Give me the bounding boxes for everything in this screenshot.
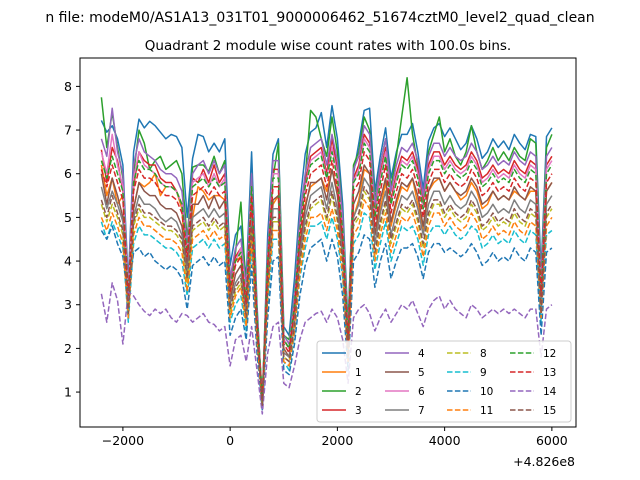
series-line-12 [100, 142, 553, 402]
x-tick-label: 4000 [429, 433, 461, 448]
y-axis: 1 2 3 4 5 6 7 8 [64, 79, 80, 400]
series-line-5 [100, 164, 553, 406]
legend-label-3: 3 [355, 405, 362, 417]
legend-label-8: 8 [480, 348, 487, 360]
series-line-9 [100, 212, 553, 411]
y-tick-label: 5 [64, 210, 72, 225]
y-tick-label: 6 [64, 166, 72, 181]
chart-title: Quadrant 2 module wise count rates with … [145, 38, 511, 54]
x-tick-label: 2000 [321, 433, 353, 448]
series-line-13 [100, 151, 553, 402]
legend-label-12: 12 [543, 348, 556, 360]
legend-frame [316, 340, 572, 423]
legend-label-6: 6 [418, 386, 425, 398]
series-line-8 [100, 190, 553, 406]
legend-label-2: 2 [355, 386, 362, 398]
plot-frame [79, 57, 577, 428]
series-line-6 [100, 133, 553, 402]
y-tick-label: 1 [64, 385, 72, 400]
y-tick-label: 7 [64, 123, 72, 138]
series-layer [100, 76, 553, 415]
x-axis: −2000 0 2000 4000 6000 [102, 427, 568, 448]
legend-label-9: 9 [480, 367, 487, 379]
x-tick-label: 0 [226, 433, 234, 448]
legend-label-10: 10 [480, 386, 493, 398]
series-line-4 [100, 107, 553, 402]
legend-label-15: 15 [543, 405, 556, 417]
y-tick-label: 3 [64, 297, 72, 312]
series-line-15 [100, 186, 553, 406]
x-tick-label: −2000 [102, 433, 144, 448]
legend-label-5: 5 [418, 367, 425, 379]
series-line-7 [100, 177, 553, 406]
legend-label-0: 0 [355, 348, 362, 360]
figure-suptitle: n file: modeM0/AS1A13_031T01_9000006462_… [45, 10, 594, 26]
legend-label-4: 4 [418, 348, 425, 360]
x-offset-label: +4.826e8 [513, 454, 575, 469]
legend-label-1: 1 [355, 367, 362, 379]
legend-label-13: 13 [543, 367, 556, 379]
series-line-0 [100, 104, 553, 406]
series-line-14 [100, 282, 553, 415]
x-tick-label: 6000 [536, 433, 568, 448]
legend-label-11: 11 [480, 405, 493, 417]
y-tick-label: 2 [64, 341, 72, 356]
y-tick-label: 4 [64, 254, 72, 269]
y-tick-label: 8 [64, 79, 72, 94]
legend-label-14: 14 [543, 386, 557, 398]
series-line-10 [100, 225, 553, 411]
series-line-11 [100, 199, 553, 406]
legend-label-7: 7 [418, 405, 425, 417]
